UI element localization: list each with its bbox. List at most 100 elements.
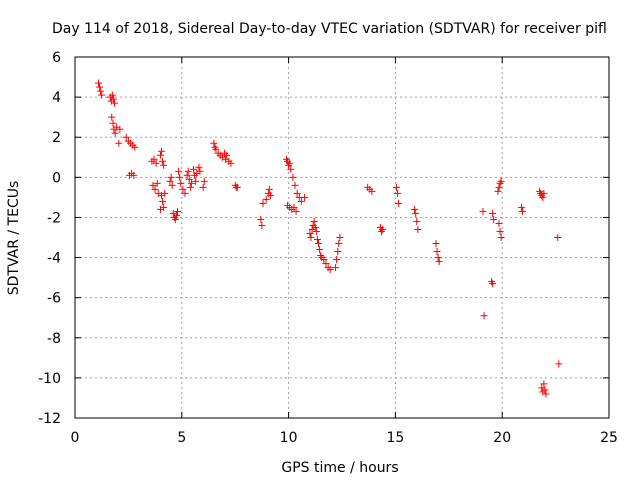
data-point [233, 183, 241, 191]
data-point [293, 189, 301, 197]
data-point [435, 258, 443, 266]
data-point [172, 211, 180, 219]
data-point [192, 177, 200, 185]
data-point [266, 191, 274, 199]
data-point [179, 185, 187, 193]
data-point [413, 217, 421, 225]
plot-frame [74, 56, 610, 419]
data-point [313, 236, 321, 244]
x-tick-label: 20 [493, 430, 511, 446]
data-point [131, 143, 139, 151]
data-point [152, 159, 160, 167]
data-point [167, 173, 175, 181]
y-tick-label: 6 [52, 50, 61, 66]
data-point [98, 91, 106, 99]
grid [75, 57, 609, 418]
data-point [335, 240, 343, 248]
data-point [150, 155, 158, 163]
data-point [315, 240, 323, 248]
data-point [156, 205, 164, 213]
data-point [108, 91, 116, 99]
chart-title: Day 114 of 2018, Sidereal Day-to-day VTE… [52, 21, 607, 37]
data-point [495, 183, 503, 191]
x-tick-label: 0 [71, 430, 80, 446]
y-tick-label: -12 [38, 411, 61, 427]
data-point [257, 215, 265, 223]
data-point [181, 189, 189, 197]
data-point [539, 193, 547, 201]
data-point [316, 246, 324, 254]
data-point [130, 171, 138, 179]
data-point [541, 386, 549, 394]
data-point [184, 167, 192, 175]
data-point [433, 248, 441, 256]
data-points [94, 79, 563, 398]
data-point [196, 167, 204, 175]
data-point [286, 159, 294, 167]
data-point [479, 207, 487, 215]
data-point [109, 95, 117, 103]
data-point [116, 125, 124, 133]
data-point [301, 193, 309, 201]
data-point [158, 147, 166, 155]
data-point [518, 207, 526, 215]
data-point [312, 227, 320, 235]
data-point [97, 87, 105, 95]
data-point [497, 234, 505, 241]
data-point [258, 221, 266, 229]
x-tick-label: 5 [177, 430, 186, 446]
data-point [320, 256, 328, 264]
y-tick-label: -2 [47, 210, 61, 226]
data-point [297, 197, 305, 205]
data-point [111, 99, 119, 107]
data-point [379, 225, 387, 233]
data-point [432, 240, 440, 248]
data-point [490, 215, 498, 223]
data-point [259, 199, 267, 207]
data-point [306, 229, 314, 237]
data-point [159, 157, 167, 165]
data-point [322, 260, 330, 268]
data-point [392, 183, 400, 191]
x-tick-label: 15 [386, 430, 404, 446]
data-point [542, 390, 550, 398]
data-point [174, 207, 182, 215]
data-point [96, 83, 104, 91]
data-point [156, 151, 164, 159]
data-point [496, 227, 504, 235]
data-point [190, 165, 198, 173]
data-point [210, 139, 218, 147]
y-tick-label: -10 [38, 371, 61, 387]
data-point [333, 256, 341, 264]
data-point [171, 215, 179, 223]
data-point [151, 185, 159, 193]
data-point [489, 280, 497, 288]
data-point [122, 133, 130, 141]
data-point [160, 161, 168, 169]
data-point [177, 179, 185, 187]
data-point [175, 167, 183, 175]
data-point [434, 254, 442, 262]
data-point [494, 187, 502, 195]
y-tick-label: -6 [47, 291, 61, 307]
data-point [183, 171, 191, 179]
y-axis-title: SDTVAR / TECUs [6, 181, 22, 296]
data-point [166, 177, 174, 185]
data-point [368, 187, 376, 195]
data-point [168, 181, 176, 189]
data-point [115, 139, 123, 147]
data-point [540, 189, 548, 197]
data-point [265, 185, 273, 193]
data-point [94, 79, 102, 87]
data-point [111, 129, 119, 137]
data-point [176, 173, 184, 181]
data-point [187, 179, 195, 187]
data-point [326, 266, 334, 274]
data-point [108, 113, 116, 121]
data-point [290, 203, 298, 211]
data-point [227, 159, 235, 167]
x-axis-title: GPS time / hours [281, 460, 398, 476]
data-point [212, 145, 220, 153]
data-point [495, 219, 503, 227]
